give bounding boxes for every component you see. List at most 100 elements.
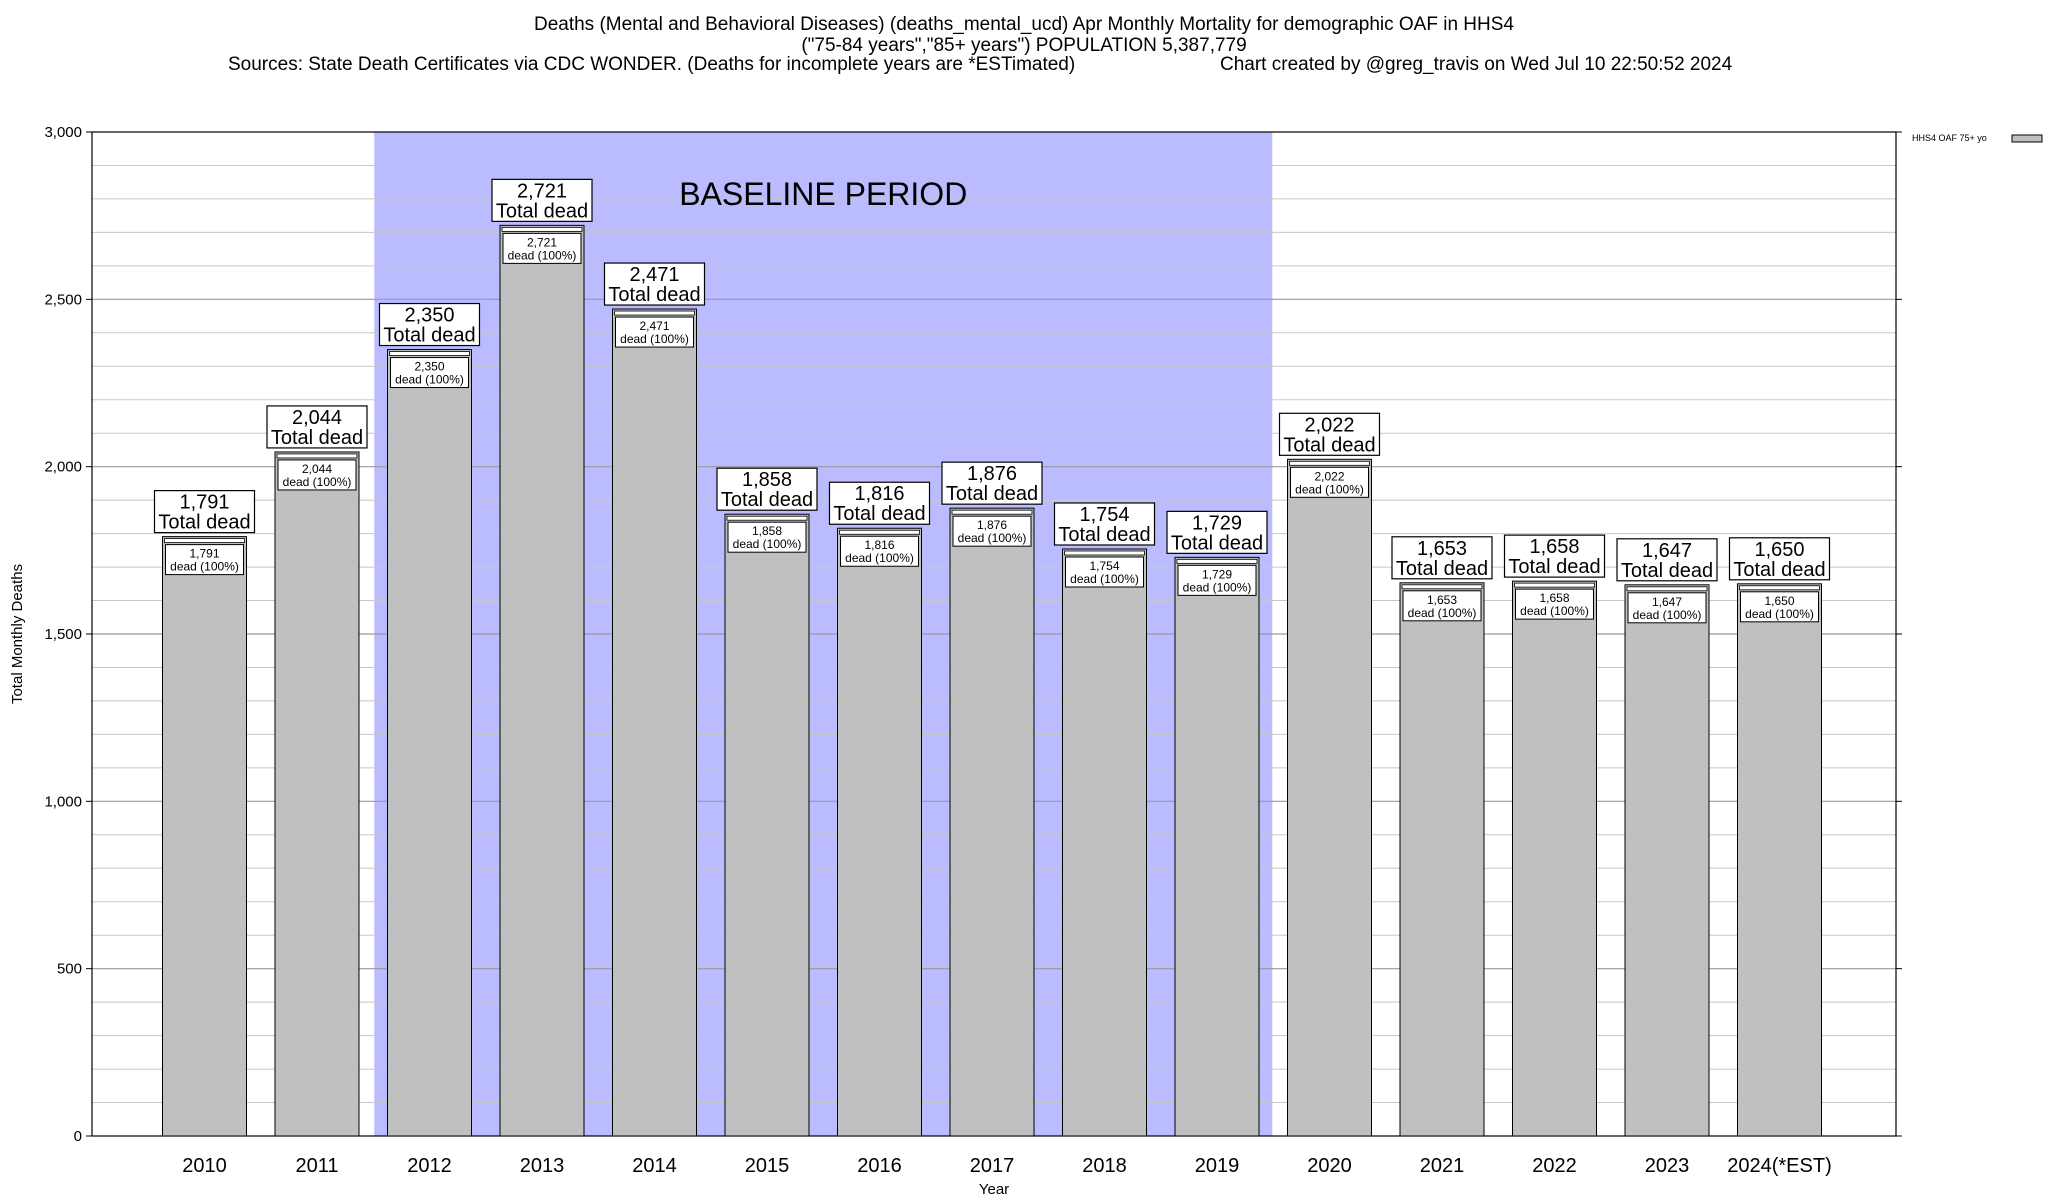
bar-total-label-box (1503, 534, 1606, 578)
bar (724, 513, 810, 1137)
bar-total-value: 2,350 (404, 305, 454, 327)
bar-top-strip (1289, 460, 1370, 466)
bar-total-label-box (266, 405, 368, 449)
bar-inner-share: dead (100%) (1408, 606, 1477, 620)
bar-total-value: 1,729 (1192, 512, 1242, 534)
y-tick-label: 2,500 (44, 291, 82, 308)
bar-top-strip (1514, 582, 1595, 588)
sources-note: Sources: State Death Certificates via CD… (228, 54, 1076, 75)
bar-inner-share: dead (100%) (1070, 572, 1139, 586)
bar-inner-label-box (1177, 564, 1257, 596)
x-tick-label: 2016 (857, 1155, 902, 1177)
x-tick-label: 2022 (1532, 1155, 1577, 1177)
bar-inner-value: 2,044 (302, 462, 332, 476)
bar-total-text: Total dead (1058, 524, 1150, 546)
bar-top-strip (1401, 584, 1483, 590)
x-tick-label: 2019 (1195, 1155, 1240, 1177)
bar (1512, 580, 1597, 1137)
bar-top-strip (839, 529, 920, 535)
bar (387, 349, 472, 1137)
bar-inner-value: 1,729 (1202, 567, 1232, 581)
bar-total-text: Total dead (1283, 434, 1375, 456)
bar-inner-value: 1,647 (1652, 595, 1682, 609)
bar-top-strip (1739, 585, 1820, 591)
bar-inner-label-box (1627, 592, 1707, 624)
y-axis-label: Total Monthly Deaths (9, 564, 26, 704)
bar-total-value: 1,653 (1417, 538, 1467, 560)
bar-inner-label-box (615, 316, 694, 348)
bar-total-text: Total dead (1508, 556, 1600, 578)
bar-total-text: Total dead (721, 489, 813, 511)
y-tick-label: 1,000 (44, 793, 82, 810)
x-tick-label: 2014 (632, 1155, 677, 1177)
x-tick-label: 2018 (1082, 1155, 1127, 1177)
x-tick-label: 2020 (1307, 1155, 1352, 1177)
bar-top-strip (1626, 586, 1708, 592)
bar-total-label-box (1053, 502, 1156, 546)
bar-inner-label-box (840, 535, 919, 567)
bar-total-label-box (941, 461, 1043, 505)
bar-total-label-box (1728, 537, 1831, 581)
x-tick-label: 2015 (745, 1155, 790, 1177)
bar-inner-share: dead (100%) (1633, 608, 1702, 622)
bar-top-strip (164, 538, 245, 544)
bar (837, 527, 922, 1137)
subtitle-row: Sources: State Death Certificates via CD… (0, 54, 2048, 76)
bar-inner-share: dead (100%) (395, 373, 464, 387)
bar-top-strip (1064, 550, 1145, 556)
y-tick-label: 3,000 (44, 124, 82, 141)
bar (1062, 548, 1147, 1137)
bar-inner-label-box (277, 459, 357, 491)
bar-inner-share: dead (100%) (283, 475, 352, 489)
bar-inner-share: dead (100%) (1183, 580, 1252, 594)
bar (162, 536, 247, 1137)
x-tick-label: 2012 (407, 1155, 452, 1177)
bar-total-label-box (603, 262, 706, 306)
bar (274, 451, 360, 1137)
bar-total-text: Total dead (1396, 558, 1488, 580)
bar-inner-label-box (727, 521, 807, 553)
bar-total-text: Total dead (1171, 532, 1263, 554)
population-line: ("75-84 years","85+ years") POPULATION 5… (801, 35, 1247, 56)
bar-total-value: 1,858 (742, 469, 792, 491)
bar (1287, 458, 1372, 1137)
bar-inner-share: dead (100%) (170, 560, 239, 574)
bar (1174, 556, 1260, 1137)
bar-inner-share: dead (100%) (733, 537, 802, 551)
bar-total-text: Total dead (946, 483, 1038, 505)
x-tick-label: 2024(*EST) (1727, 1155, 1832, 1177)
chart-title: Deaths (Mental and Behavioral Diseases) … (533, 14, 1514, 35)
bar-total-label-box (153, 490, 256, 534)
bar-top-strip (951, 509, 1033, 515)
x-tick-label: 2023 (1645, 1155, 1690, 1177)
bar-inner-value: 1,653 (1427, 593, 1457, 607)
bar-inner-share: dead (100%) (845, 551, 914, 565)
bar-top-strip (276, 453, 358, 459)
bar-total-text: Total dead (496, 200, 588, 222)
bar-total-label-box (1166, 510, 1268, 554)
bar-inner-share: dead (100%) (1745, 607, 1814, 621)
bar-inner-value: 2,471 (639, 319, 669, 333)
bar-inner-label-box (390, 357, 469, 389)
chart-title-block: Deaths (Mental and Behavioral Diseases) … (0, 14, 2048, 56)
bar-inner-value: 1,650 (1764, 594, 1794, 608)
baseline-period-label: BASELINE PERIOD (679, 176, 967, 212)
bar-inner-value: 1,876 (977, 518, 1007, 532)
x-tick-label: 2021 (1420, 1155, 1465, 1177)
bar-inner-value: 1,816 (864, 538, 894, 552)
bar-total-value: 1,658 (1529, 536, 1579, 558)
bar-inner-share: dead (100%) (508, 248, 577, 262)
bar (1737, 583, 1822, 1137)
bar-inner-label-box (1402, 590, 1482, 622)
bar-inner-value: 2,350 (414, 360, 444, 374)
y-tick-label: 0 (74, 1128, 82, 1145)
bar-top-strip (614, 310, 695, 316)
bar-top-strip (389, 351, 470, 356)
x-tick-label: 2011 (295, 1155, 338, 1177)
bar-inner-share: dead (100%) (620, 332, 689, 346)
x-tick-label: 2010 (182, 1155, 227, 1177)
bar-total-text: Total dead (158, 512, 250, 534)
bar-total-label-box (491, 178, 593, 222)
bar-inner-value: 1,754 (1089, 559, 1119, 573)
